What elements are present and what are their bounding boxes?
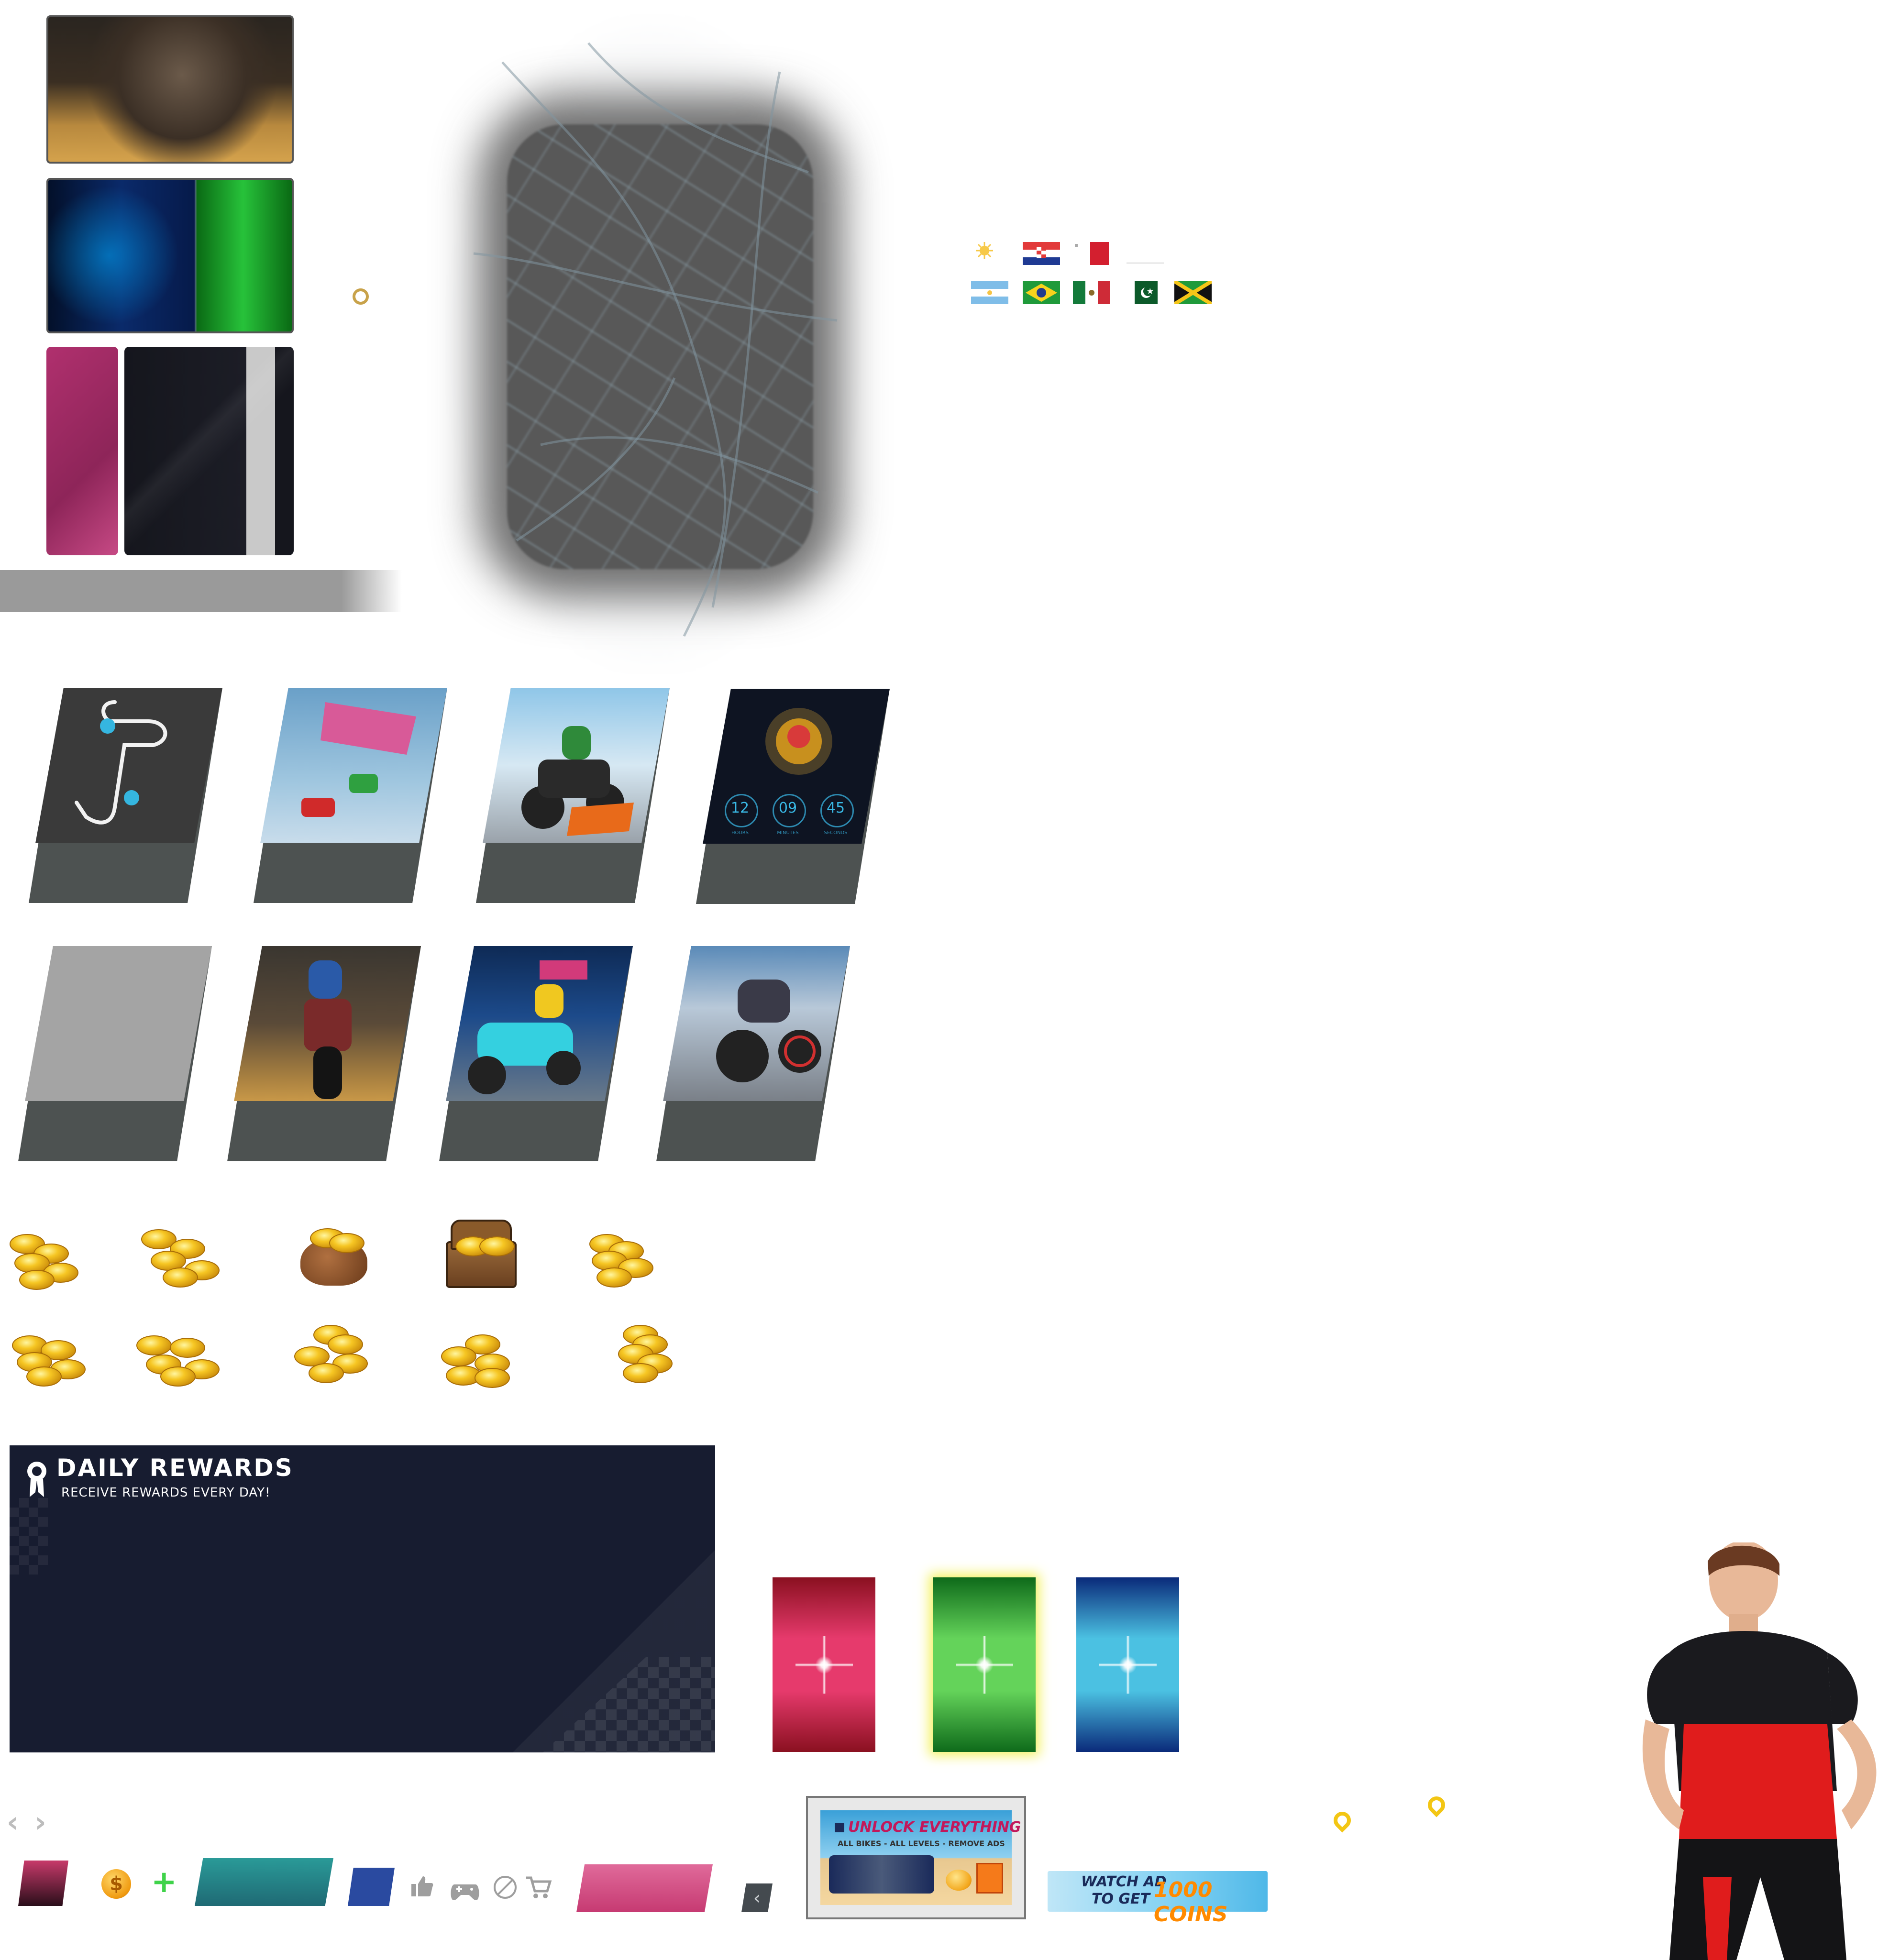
gift-box-icon (976, 1863, 1003, 1894)
map-pin-icon (124, 790, 139, 805)
dark-panel-texture (124, 347, 294, 555)
side-checker (10, 1498, 48, 1575)
bike-lineup (829, 1855, 934, 1894)
coin-pile-3 (585, 1224, 661, 1291)
card-rear-bike[interactable] (227, 946, 421, 1161)
checkered-flag-art (301, 702, 416, 817)
magenta-button[interactable] (576, 1864, 713, 1912)
ring-icon (353, 288, 369, 305)
flag-mexico (1073, 281, 1110, 304)
watch-ad-line2: TO GET (1092, 1891, 1150, 1907)
coin-pile-6 (285, 1320, 380, 1387)
timer-minutes (773, 794, 806, 827)
watch-ad-reward: 1000 COINS (1154, 1878, 1228, 1927)
speed-bike-art (716, 980, 821, 1082)
card-cyan-bike[interactable] (439, 946, 633, 1161)
sparkle-icon (795, 1636, 853, 1694)
banner-title: UNLOCK EVERYTHING (848, 1819, 1021, 1836)
timer-hours-label: HOURS (731, 830, 749, 836)
unlock-everything-banner[interactable]: UNLOCK EVERYTHING ALL BIKES - ALL LEVELS… (806, 1796, 1026, 1919)
daily-rewards-subtitle: RECEIVE REWARDS EVERY DAY! (61, 1486, 271, 1500)
gamepad-icon[interactable] (450, 1876, 480, 1908)
teal-button[interactable] (195, 1858, 333, 1906)
flag-jamaica (1173, 279, 1213, 306)
coin-pile-1 (5, 1224, 86, 1291)
trophy-emblem (765, 708, 832, 775)
flag-argentina (971, 281, 1008, 304)
coin-pile-4 (7, 1326, 93, 1388)
coin-icon (946, 1870, 972, 1891)
no-ads-icon[interactable] (493, 1874, 518, 1906)
back-arrow-icon: ‹ (753, 1887, 761, 1908)
flag-pakistan (1128, 281, 1158, 304)
flag-blank (1127, 249, 1164, 272)
checker-pattern (543, 1657, 715, 1752)
daily-rewards-panel: DAILY REWARDS RECEIVE REWARDS EVERY DAY! (10, 1445, 715, 1752)
timer-hours (725, 794, 758, 827)
chevron-left-icon[interactable]: ‹ (7, 1806, 19, 1839)
flag-brazil (1023, 281, 1060, 304)
gift-icon (835, 1823, 844, 1832)
flag-malta (1072, 242, 1109, 265)
cart-icon[interactable] (525, 1874, 552, 1906)
ribbon-badge-icon (26, 1460, 48, 1498)
map-pin-icon (1424, 1793, 1449, 1817)
back-button[interactable]: ‹ (741, 1883, 773, 1912)
glow-track-texture (46, 178, 294, 333)
coin-pile-7 (436, 1327, 522, 1389)
card-locked[interactable] (18, 946, 212, 1161)
thumbs-up-icon[interactable] (410, 1872, 434, 1905)
sparkle-icon (955, 1636, 1013, 1694)
map-roads (473, 42, 838, 637)
coin-pile-8 (608, 1320, 685, 1387)
timer-hours-value: 12 (730, 800, 750, 816)
card-timer[interactable]: 12 09 45 HOURS MINUTES SECONDS (696, 689, 890, 904)
reward-card-blue[interactable] (1076, 1577, 1179, 1752)
coin-sack (291, 1219, 377, 1290)
flag-croatia (1023, 242, 1060, 265)
rider-character (1642, 1542, 1877, 1960)
card-speed-bike[interactable] (656, 946, 850, 1161)
rear-bike-art (304, 960, 352, 1099)
pink-panel-texture (46, 347, 118, 555)
flag-uruguay (971, 239, 1000, 262)
card-green-bike[interactable] (476, 688, 670, 903)
chevron-right-icon[interactable]: › (34, 1806, 46, 1839)
blue-button[interactable] (348, 1868, 395, 1906)
green-bike-art (521, 726, 634, 836)
timer-minutes-value: 09 (778, 800, 797, 816)
reward-card-green[interactable] (933, 1577, 1036, 1752)
treasure-chest (436, 1217, 522, 1289)
banner-subtitle: ALL BIKES - ALL LEVELS - REMOVE ADS (838, 1839, 1005, 1848)
coin-icon: $ (101, 1869, 131, 1899)
watch-ad-line1: WATCH AD (1081, 1873, 1167, 1890)
timer-minutes-label: MINUTES (777, 830, 799, 836)
coin-pile-5 (132, 1326, 227, 1388)
grey-gradient-bar (0, 570, 402, 612)
track-outline (75, 700, 167, 825)
cyan-bike-art (468, 960, 587, 1094)
bike-rear-texture (46, 15, 294, 164)
reward-card-red[interactable] (773, 1577, 875, 1752)
daily-rewards-title: DAILY REWARDS (56, 1454, 294, 1482)
card-finish-flag[interactable] (254, 688, 447, 903)
pink-tab (18, 1861, 68, 1906)
plus-icon[interactable]: + (151, 1864, 177, 1900)
coin-pile-2 (136, 1224, 227, 1291)
sparkle-icon (1099, 1636, 1157, 1694)
map-pin-icon (1330, 1808, 1355, 1833)
timer-seconds-label: SECONDS (824, 830, 848, 836)
map-pin-icon (100, 718, 115, 734)
card-track-map[interactable] (29, 688, 222, 903)
timer-seconds (820, 794, 854, 827)
timer-seconds-value: 45 (826, 800, 845, 816)
watch-ad-banner[interactable]: WATCH AD TO GET 1000 COINS (1048, 1871, 1268, 1927)
